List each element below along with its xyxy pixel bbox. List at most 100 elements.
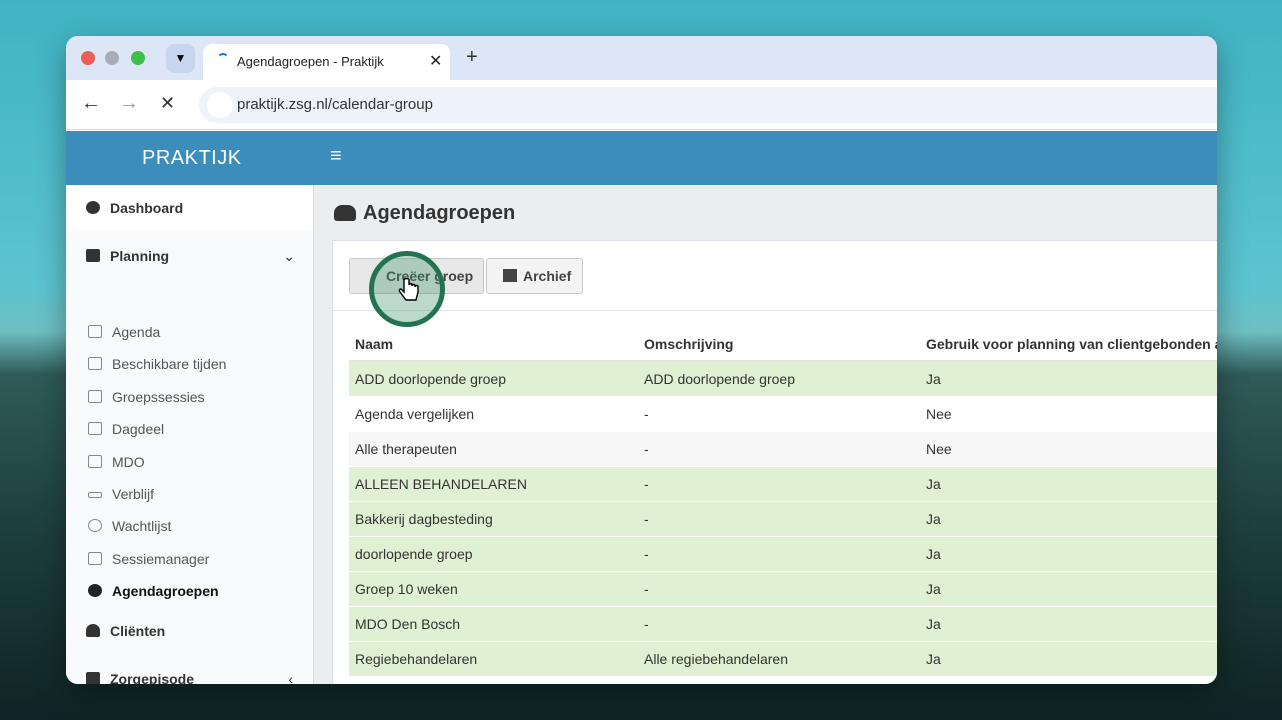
table-cell: MDO Den Bosch xyxy=(349,605,638,641)
nav-subitem[interactable]: Verblijf xyxy=(66,478,313,510)
divider xyxy=(333,310,1217,311)
table-row[interactable]: Groep 10 weken - Ja xyxy=(349,570,1217,606)
nav-subitem[interactable]: Groepssessies xyxy=(66,381,313,413)
groups-table: Naam Omschrijving Gebruik voor planning … xyxy=(349,327,1217,676)
click-indicator xyxy=(369,251,445,327)
nav-label: Zorgepisode xyxy=(110,671,195,684)
brand[interactable]: PRAKTIJK xyxy=(142,147,242,169)
menu-toggle[interactable]: ≡ xyxy=(330,145,342,167)
new-tab[interactable]: + xyxy=(466,46,478,68)
tab-list-button[interactable]: ▼ xyxy=(166,44,195,73)
nav-label: Planning xyxy=(110,248,170,264)
nav-subitem[interactable]: Beschikbare tijden xyxy=(66,348,313,380)
table-cell: Ja xyxy=(920,465,1217,501)
table-cell: Regiebehandelaren xyxy=(349,640,638,676)
nav-label: Dagdeel xyxy=(112,421,165,437)
table-cell: Ja xyxy=(920,570,1217,606)
tab-close[interactable]: ✕ xyxy=(429,53,443,70)
nav-subitem[interactable]: Agendagroepen xyxy=(66,575,313,607)
loading-spinner xyxy=(217,53,229,65)
header-row: Naam Omschrijving Gebruik voor planning … xyxy=(349,327,1217,362)
active-tab[interactable]: Agendagroepen - Praktijk ✕ xyxy=(203,44,450,80)
table-cell: ADD doorlopende groep xyxy=(349,360,638,396)
browser-window: ▼ Agendagroepen - Praktijk ✕ + ← → ✕ pra… xyxy=(66,36,1217,684)
table-cell: Ja xyxy=(920,605,1217,641)
title-icon xyxy=(334,205,356,221)
archive-button[interactable]: Archief xyxy=(486,258,583,294)
nav-label: MDO xyxy=(112,454,145,470)
table-cell: doorlopende groep xyxy=(349,535,638,571)
table-body: ADD doorlopende groep ADD doorlopende gro… xyxy=(349,360,1217,676)
panel: Creëer groep Archief Naam Omschrijving G… xyxy=(332,240,1217,684)
table-row[interactable]: ALLEEN BEHANDELAREN - Ja xyxy=(349,465,1217,501)
tab-title: Agendagroepen - Praktijk xyxy=(237,54,384,69)
nav-subitem[interactable]: Sessiemanager xyxy=(66,543,313,575)
content: Agendagroepen Creëer groep Archief Naam … xyxy=(314,185,1217,684)
table-row[interactable]: Agenda vergelijken - Nee xyxy=(349,395,1217,431)
address-row: ← → ✕ praktijk.zsg.nl/calendar-group xyxy=(66,80,1217,130)
table-row[interactable]: doorlopende groep - Ja xyxy=(349,535,1217,571)
table-cell: ALLEEN BEHANDELAREN xyxy=(349,465,638,501)
nav-label: Wachtlijst xyxy=(112,518,172,534)
table-cell: Groep 10 weken xyxy=(349,570,638,606)
forward-button[interactable]: → xyxy=(119,92,139,114)
stop-button[interactable]: ✕ xyxy=(160,93,176,113)
nav-label: Dashboard xyxy=(110,200,184,216)
nav-label: Agenda xyxy=(112,324,161,340)
table-cell: - xyxy=(638,605,920,641)
table-cell: Agenda vergelijken xyxy=(349,395,638,431)
nav-label: Agendagroepen xyxy=(112,583,219,599)
nav-subitem[interactable]: Wachtlijst xyxy=(66,510,313,542)
nav-label: Sessiemanager xyxy=(112,551,210,567)
table-row[interactable]: Regiebehandelaren Alle regiebehandelaren J… xyxy=(349,640,1217,676)
table-row[interactable]: MDO Den Bosch - Ja xyxy=(349,605,1217,641)
table-cell: Ja xyxy=(920,640,1217,676)
nav-subitem[interactable]: Agenda xyxy=(66,316,313,348)
column-header[interactable]: Gebruik voor planning van clientgebonden… xyxy=(920,327,1217,362)
nav-item[interactable]: Dashboard xyxy=(66,185,313,231)
nav-item[interactable]: Cliënten xyxy=(66,608,313,654)
nav-item[interactable]: Planning ⌄ xyxy=(66,233,313,279)
table-cell: Alle therapeuten xyxy=(349,430,638,466)
table-cell: ADD doorlopende groep xyxy=(638,360,920,396)
table-row[interactable]: ADD doorlopende groep ADD doorlopende gro… xyxy=(349,360,1217,396)
column-header[interactable]: Omschrijving xyxy=(638,327,920,362)
nav-subitem[interactable]: Dagdeel xyxy=(66,413,313,445)
table-cell: Bakkerij dagbesteding xyxy=(349,500,638,536)
button-label: Archief xyxy=(523,268,572,284)
table-row[interactable]: Alle therapeuten - Nee xyxy=(349,430,1217,466)
nav-label: Groepssessies xyxy=(112,389,205,405)
column-header[interactable]: Naam xyxy=(349,327,638,362)
site-info[interactable] xyxy=(207,92,233,118)
app-header: PRAKTIJK ≡ xyxy=(66,131,1217,185)
table-cell: - xyxy=(638,500,920,536)
back-button[interactable]: ← xyxy=(81,92,101,114)
minimize-window[interactable] xyxy=(105,51,119,65)
table-cell: Nee xyxy=(920,430,1217,466)
close-window[interactable] xyxy=(81,51,95,65)
table-cell: Ja xyxy=(920,360,1217,396)
table-cell: - xyxy=(638,535,920,571)
nav-label: Cliënten xyxy=(110,623,166,639)
page-title: Agendagroepen xyxy=(363,202,516,224)
table-cell: Ja xyxy=(920,535,1217,571)
table-cell: - xyxy=(638,395,920,431)
nav-subitem[interactable]: MDO xyxy=(66,446,313,478)
table-cell: - xyxy=(638,570,920,606)
sidebar: Dashboard Planning ⌄ Agenda Beschikbare t… xyxy=(66,185,314,684)
maximize-window[interactable] xyxy=(131,51,145,65)
table-row[interactable]: Bakkerij dagbesteding - Ja xyxy=(349,500,1217,536)
nav-label: Beschikbare tijden xyxy=(112,356,227,372)
table-cell: Alle regiebehandelaren xyxy=(638,640,920,676)
nav-item[interactable]: Zorgepisode ‹ xyxy=(66,656,313,684)
table-cell: Nee xyxy=(920,395,1217,431)
hand-cursor xyxy=(398,278,419,301)
tab-bar: ▼ Agendagroepen - Praktijk ✕ + xyxy=(66,36,1217,80)
nav-label: Verblijf xyxy=(112,486,155,502)
url-bar[interactable]: praktijk.zsg.nl/calendar-group xyxy=(199,87,1217,123)
table-cell: - xyxy=(638,465,920,501)
table-cell: Ja xyxy=(920,500,1217,536)
table-cell: - xyxy=(638,430,920,466)
